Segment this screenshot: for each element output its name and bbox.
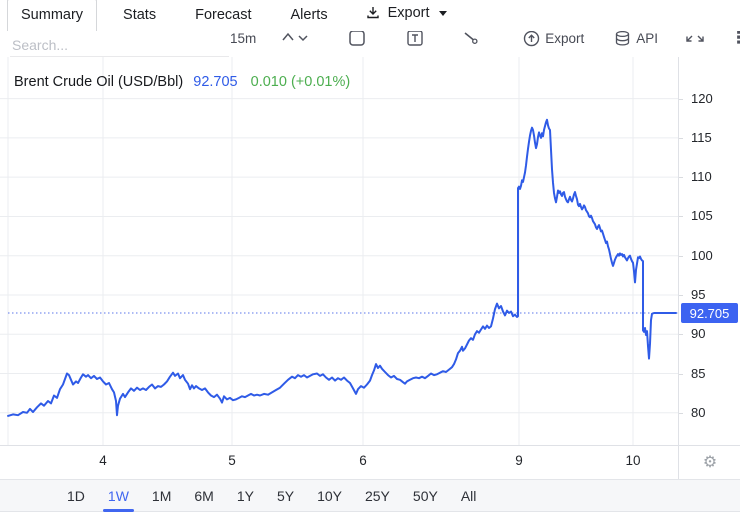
y-axis-label: 110 <box>691 169 712 184</box>
shape-square-icon <box>348 31 366 47</box>
time-range-bar: 1D 1W 1M 6M 1Y 5Y 10Y 25Y 50Y All <box>0 479 740 512</box>
y-axis-label: 90 <box>691 326 706 341</box>
y-axis-label: 100 <box>691 248 713 263</box>
current-price-badge-value: 92.705 <box>689 305 730 321</box>
export-button[interactable]: Export <box>523 31 584 47</box>
draw-tool-button[interactable] <box>462 31 479 47</box>
range-button-10y[interactable]: 10Y <box>317 487 342 504</box>
line-style-icon <box>282 31 310 46</box>
x-axis-label: 4 <box>99 453 107 468</box>
export-icon <box>523 31 540 47</box>
y-axis-tick <box>679 99 683 100</box>
interval-selector[interactable]: 15m <box>230 31 256 46</box>
y-axis-label: 120 <box>691 91 713 106</box>
y-axis-tick <box>679 295 683 296</box>
instrument-name: Brent Crude Oil (USD/Bbl) <box>14 74 184 90</box>
range-button-1y[interactable]: 1Y <box>236 487 254 504</box>
chart-pane[interactable]: Brent Crude Oil (USD/Bbl) 92.705 0.010 (… <box>0 57 678 445</box>
chevron-down-icon <box>438 11 447 16</box>
price-line-chart[interactable] <box>0 57 678 445</box>
tab-export[interactable]: Export <box>354 0 460 31</box>
x-axis-label: 9 <box>515 453 523 468</box>
x-axis-label: 5 <box>228 453 236 468</box>
y-axis-tick <box>679 216 683 217</box>
y-axis-tick <box>679 374 683 375</box>
y-axis-label: 85 <box>691 366 706 381</box>
y-axis-tick <box>679 413 683 414</box>
y-axis-label: 115 <box>691 130 712 145</box>
range-button-50y[interactable]: 50Y <box>412 487 438 504</box>
y-axis-label: 105 <box>691 208 713 223</box>
y-axis-tick <box>679 177 683 178</box>
time-axis[interactable]: ⚙ 4 5 6 9 10 <box>0 445 740 480</box>
tab-summary[interactable]: Summary <box>7 0 98 31</box>
more-menu-icon[interactable]: ⋮ <box>730 31 740 47</box>
api-icon <box>614 31 631 47</box>
tab-alerts[interactable]: Alerts <box>290 7 328 23</box>
range-button-1m[interactable]: 1M <box>151 487 172 504</box>
range-button-1w[interactable]: 1W <box>102 481 134 512</box>
search-input[interactable] <box>10 33 229 57</box>
shape-tool-button[interactable] <box>348 31 366 47</box>
range-button-25y[interactable]: 25Y <box>364 487 390 504</box>
range-button-5y[interactable]: 5Y <box>276 487 295 504</box>
chart-title: Brent Crude Oil (USD/Bbl) 92.705 0.010 (… <box>14 74 350 90</box>
text-tool-button[interactable] <box>406 31 424 47</box>
current-price-badge: 92.705 <box>681 303 738 323</box>
download-icon <box>366 6 379 23</box>
interval-label: 15m <box>230 31 257 46</box>
range-button-all[interactable]: All <box>460 487 477 504</box>
y-axis-tick <box>679 334 683 335</box>
y-axis-tick <box>679 256 683 257</box>
line-style-button[interactable] <box>282 31 310 46</box>
text-tool-icon <box>406 31 424 47</box>
range-button-1d[interactable]: 1D <box>67 487 85 504</box>
chart-settings-gear-icon[interactable]: ⚙ <box>702 454 718 471</box>
tab-export-label: Export <box>387 5 430 21</box>
api-button-label: API <box>636 31 659 46</box>
tab-bar: Summary Stats Forecast Alerts Export <box>0 0 740 31</box>
last-price: 92.705 <box>193 74 238 90</box>
axis-corner: ⚙ <box>678 446 740 480</box>
export-button-label: Export <box>545 31 585 46</box>
x-axis-label: 10 <box>625 453 641 468</box>
chart-toolbar: 15m Export <box>0 31 740 57</box>
fullscreen-button[interactable] <box>684 31 706 45</box>
y-axis-label: 80 <box>691 405 706 420</box>
price-change: 0.010 (+0.01%) <box>250 74 351 90</box>
tab-stats[interactable]: Stats <box>123 7 157 23</box>
fullscreen-icon <box>684 31 706 45</box>
y-axis-label: 95 <box>691 287 706 302</box>
api-button[interactable]: API <box>614 31 658 47</box>
tab-forecast[interactable]: Forecast <box>195 7 252 23</box>
y-axis-tick <box>679 138 683 139</box>
x-axis-label: 6 <box>359 453 367 468</box>
price-axis[interactable]: 92.705 80 85 90 95 100 105 110 115 120 <box>678 57 740 445</box>
range-button-6m[interactable]: 6M <box>194 487 214 504</box>
draw-pen-icon <box>462 31 479 47</box>
